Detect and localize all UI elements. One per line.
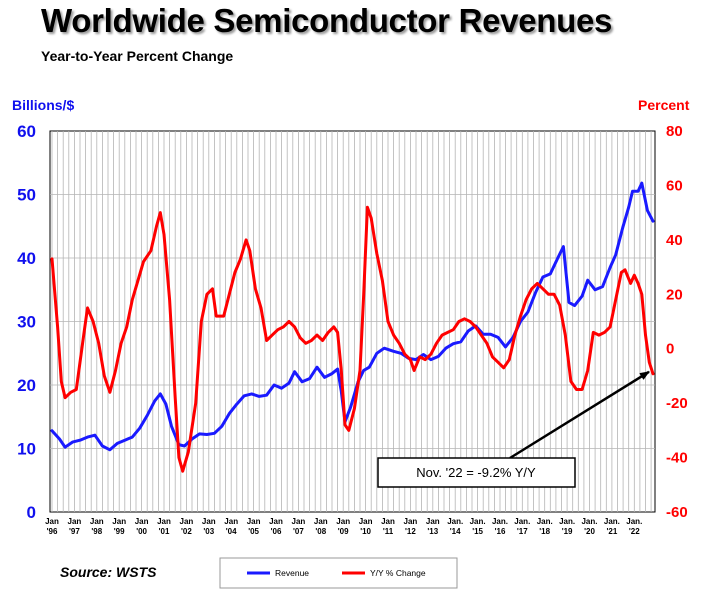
yoy-change-line	[50, 205, 655, 473]
left-tick-label: 20	[17, 376, 36, 395]
x-tick-label: Jan.	[492, 517, 508, 526]
x-tick-label: Jan.	[447, 517, 463, 526]
x-tick-year: '00	[136, 527, 147, 536]
x-tick-label: Jan.	[581, 517, 597, 526]
x-tick-year: '16	[495, 527, 506, 536]
x-tick-year: '20	[584, 527, 595, 536]
x-tick-label: Jan	[404, 517, 418, 526]
x-tick-label: Jan	[292, 517, 306, 526]
chart-subtitle: Year-to-Year Percent Change	[41, 48, 234, 64]
x-tick-label: Jan	[269, 517, 283, 526]
x-tick-label: Jan	[68, 517, 82, 526]
x-tick-year: '97	[69, 527, 80, 536]
right-tick-label: 20	[666, 286, 683, 303]
right-tick-label: 60	[666, 177, 683, 194]
x-tick-year: '21	[606, 527, 617, 536]
x-tick-label: Jan	[202, 517, 216, 526]
revenue-line	[50, 181, 655, 452]
chart-title: Worldwide Semiconductor Revenues	[41, 2, 613, 39]
legend: Revenue Y/Y % Change	[219, 557, 458, 589]
left-tick-label: 40	[17, 249, 36, 268]
x-tick-year: '13	[427, 527, 438, 536]
left-axis-label: Billions/$	[12, 97, 74, 113]
x-tick-year: '03	[203, 527, 214, 536]
x-tick-year: '19	[562, 527, 573, 536]
right-axis-ticks: -60 -40 -20 0 20 40 60 80	[666, 123, 688, 521]
legend-label-revenue: Revenue	[275, 568, 309, 578]
x-tick-label: Jan	[135, 517, 149, 526]
x-tick-label: Jan.	[604, 517, 620, 526]
x-tick-label: Jan	[247, 517, 261, 526]
source-note: Source: WSTS	[60, 564, 157, 580]
annotation-text: Nov. '22 = -9.2% Y/Y	[416, 465, 536, 480]
x-tick-label: Jan	[426, 517, 440, 526]
left-axis-ticks: 0 10 20 30 40 50 60	[17, 122, 36, 522]
x-tick-year: '01	[159, 527, 170, 536]
left-tick-label: 50	[17, 186, 36, 205]
right-tick-label: -40	[666, 450, 688, 467]
x-tick-year: '07	[293, 527, 304, 536]
left-tick-label: 0	[27, 503, 36, 522]
series-layer	[50, 181, 655, 473]
left-tick-label: 10	[17, 440, 36, 459]
horizontal-gridlines	[50, 194, 655, 449]
x-tick-year: '06	[271, 527, 282, 536]
right-tick-label: -60	[666, 504, 688, 521]
x-tick-label: Jan	[224, 517, 238, 526]
annotation: Nov. '22 = -9.2% Y/Y	[377, 370, 650, 488]
x-tick-label: Jan	[157, 517, 171, 526]
x-tick-year: '17	[517, 527, 528, 536]
x-tick-year: '05	[248, 527, 259, 536]
x-tick-label: Jan	[45, 517, 59, 526]
x-tick-label: Jan.	[514, 517, 530, 526]
left-tick-label: 30	[17, 313, 36, 332]
x-tick-year: '15	[472, 527, 483, 536]
x-tick-year: '22	[629, 527, 640, 536]
x-tick-label: Jan.	[626, 517, 642, 526]
x-tick-year: '18	[539, 527, 550, 536]
x-tick-label: Jan	[180, 517, 194, 526]
right-tick-label: 80	[666, 123, 683, 140]
right-tick-label: -20	[666, 395, 688, 412]
x-tick-year: '96	[47, 527, 58, 536]
x-tick-year: '02	[181, 527, 192, 536]
x-tick-year: '10	[360, 527, 371, 536]
x-tick-label: Jan.	[559, 517, 575, 526]
x-tick-year: '09	[338, 527, 349, 536]
x-tick-label: Jan	[381, 517, 395, 526]
right-tick-label: 0	[666, 341, 674, 358]
x-tick-year: '11	[383, 527, 394, 536]
left-tick-label: 60	[17, 122, 36, 141]
x-tick-label: Jan	[314, 517, 328, 526]
annotation-arrow	[509, 370, 650, 460]
right-axis-label: Percent	[638, 97, 690, 113]
x-tick-year: '12	[405, 527, 416, 536]
legend-label-change: Y/Y % Change	[370, 568, 426, 578]
x-tick-label: Jan.	[537, 517, 553, 526]
x-tick-year: '04	[226, 527, 237, 536]
x-tick-label: Jan	[112, 517, 126, 526]
x-tick-year: '99	[114, 527, 125, 536]
x-tick-year: '14	[450, 527, 461, 536]
x-tick-label: Jan	[90, 517, 104, 526]
x-axis-ticks: Jan'96Jan'97Jan'98Jan'99Jan'00Jan'01Jan'…	[45, 517, 642, 536]
x-tick-label: Jan	[336, 517, 350, 526]
right-tick-label: 40	[666, 232, 683, 249]
annotation-box	[377, 457, 576, 488]
x-tick-year: '08	[315, 527, 326, 536]
x-tick-label: Jan.	[470, 517, 486, 526]
x-tick-label: Jan	[359, 517, 373, 526]
x-tick-year: '98	[91, 527, 102, 536]
